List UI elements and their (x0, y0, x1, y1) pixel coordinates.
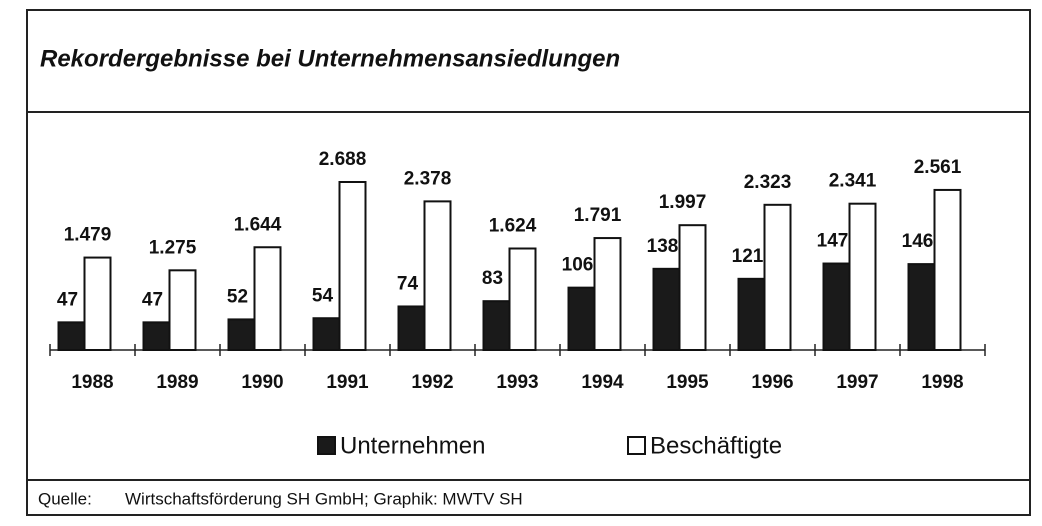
data-label: 1.997 (659, 192, 707, 213)
data-label: 54 (312, 285, 334, 306)
bar (83, 256, 112, 351)
bar (567, 286, 596, 352)
source-label: Quelle: (38, 489, 92, 508)
bar (652, 267, 681, 351)
bar (482, 300, 511, 352)
bar (593, 237, 622, 351)
data-label: 2.688 (319, 149, 367, 170)
data-label: 1.791 (574, 205, 622, 226)
data-label: 47 (142, 289, 163, 310)
data-label: 106 (562, 255, 594, 276)
bar (907, 263, 936, 351)
x-tick-label: 1989 (156, 372, 198, 393)
x-tick-label: 1992 (411, 372, 453, 393)
bar (142, 321, 171, 351)
data-label: 138 (647, 236, 679, 257)
bar (57, 321, 86, 351)
data-label: 2.378 (404, 168, 452, 189)
data-label: 74 (397, 273, 419, 294)
x-tick-label: 1998 (921, 372, 963, 393)
x-tick-label: 1997 (836, 372, 878, 393)
legend-swatch (317, 436, 336, 455)
bar (737, 277, 766, 351)
bar (848, 202, 877, 351)
data-label: 52 (227, 286, 248, 307)
source: Wirtschaftsförderung SH GmbH; Graphik: M… (125, 489, 523, 508)
bar (423, 200, 452, 351)
legend-swatch (627, 436, 646, 455)
legend-label: Beschäftigte (650, 432, 782, 459)
bar (763, 203, 792, 351)
x-tick-label: 1996 (751, 372, 793, 393)
bar (822, 262, 851, 352)
data-label: 47 (57, 289, 78, 310)
data-label: 121 (732, 246, 764, 267)
data-label: 1.624 (489, 216, 537, 237)
x-tick-label: 1995 (666, 372, 709, 393)
x-tick-label: 1994 (581, 372, 624, 393)
data-label: 1.644 (234, 214, 282, 235)
bar (508, 247, 537, 351)
bar (227, 318, 256, 352)
data-label: 146 (902, 231, 934, 252)
chart-title: Rekordergebnisse bei Unternehmensansiedl… (40, 45, 620, 72)
bar (678, 224, 707, 351)
x-tick-label: 1991 (326, 372, 369, 393)
frame (26, 9, 1031, 516)
x-tick-label: 1988 (71, 372, 113, 393)
bar (933, 188, 962, 351)
data-label: 2.561 (914, 157, 962, 178)
data-label: 147 (817, 231, 849, 252)
data-label: 1.275 (149, 237, 197, 258)
bar (397, 305, 426, 351)
data-label: 2.341 (829, 171, 877, 192)
data-label: 83 (482, 268, 503, 289)
data-label: 1.479 (64, 225, 112, 246)
data-label: 2.323 (744, 172, 792, 193)
bar (168, 269, 197, 351)
x-tick-label: 1993 (496, 372, 538, 393)
bar (253, 246, 282, 351)
legend-label: Unternehmen (340, 432, 485, 459)
bar (338, 181, 367, 351)
x-tick-label: 1990 (241, 372, 283, 393)
bar (312, 317, 341, 351)
